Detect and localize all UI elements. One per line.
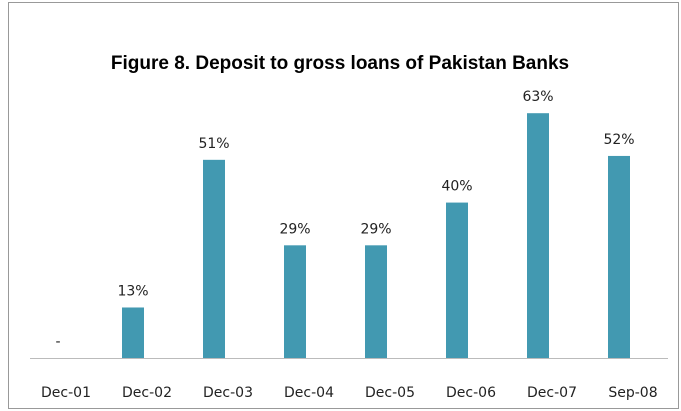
value-label: 29% — [360, 221, 391, 237]
bar — [527, 113, 549, 358]
value-label: 29% — [279, 221, 310, 237]
chart-frame — [8, 2, 679, 409]
value-label: - — [55, 334, 60, 350]
value-label: 63% — [522, 89, 553, 105]
bar — [365, 245, 387, 358]
bar — [284, 245, 306, 358]
value-label: 40% — [441, 179, 472, 195]
x-tick-label: Dec-03 — [203, 385, 253, 401]
value-label: 52% — [603, 132, 634, 148]
bar — [203, 159, 225, 358]
chart-title: Figure 8. Deposit to gross loans of Paki… — [111, 53, 569, 74]
x-tick-label: Dec-07 — [527, 385, 577, 401]
bar — [122, 307, 144, 358]
x-tick-label: Dec-06 — [446, 385, 496, 401]
value-label: 13% — [117, 283, 148, 299]
bar — [446, 202, 468, 358]
x-tick-label: Dec-05 — [365, 385, 415, 401]
x-tick-label: Dec-01 — [41, 385, 91, 401]
bar — [608, 155, 630, 358]
value-label: 51% — [198, 136, 229, 152]
x-tick-label: Dec-02 — [122, 385, 172, 401]
x-tick-label: Sep-08 — [608, 385, 657, 401]
x-tick-label: Dec-04 — [284, 385, 334, 401]
